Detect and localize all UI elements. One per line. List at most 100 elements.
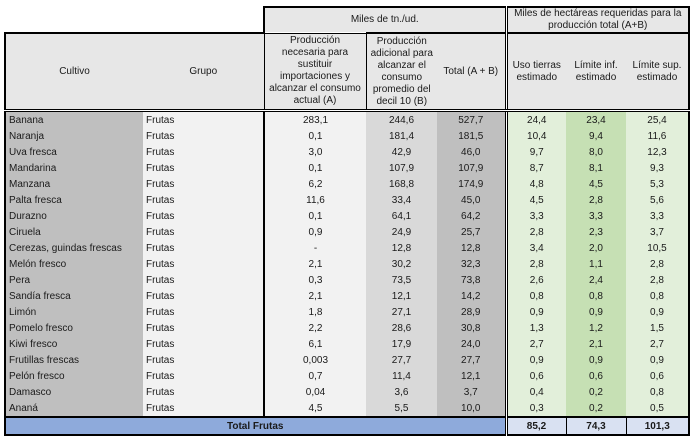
cell-cultivo: Frutillas frescas <box>4 352 143 368</box>
cell-a: 0,1 <box>263 208 366 224</box>
cell-sup: 2,8 <box>626 256 690 272</box>
cell-uso: 0,9 <box>504 304 566 320</box>
header-col-total: Total (A + B) <box>437 32 506 112</box>
header-blank <box>5 7 264 33</box>
total-inf: 74,3 <box>565 416 627 436</box>
cell-a: 0,9 <box>263 224 366 240</box>
table-row: Ciruela Frutas 0,9 24,9 25,7 2,8 2,3 3,7 <box>4 224 690 240</box>
cell-inf: 1,2 <box>566 320 626 336</box>
cell-sup: 2,7 <box>626 336 690 352</box>
cell-b: 168,8 <box>366 176 437 192</box>
cell-cultivo: Durazno <box>4 208 143 224</box>
cell-sup: 0,5 <box>626 400 690 417</box>
cell-inf: 1,1 <box>566 256 626 272</box>
cell-inf: 0,9 <box>566 304 626 320</box>
cell-sup: 0,9 <box>626 304 690 320</box>
cell-uso: 0,9 <box>504 352 566 368</box>
header-cultivo: Cultivo <box>4 32 143 112</box>
crop-requirements-table: Miles de tn./ud. Miles de hectáreas requ… <box>4 6 690 436</box>
cell-a: 3,0 <box>263 144 366 160</box>
cell-total: 527,7 <box>437 110 506 128</box>
cell-grupo: Frutas <box>143 336 264 352</box>
cell-cultivo: Melón fresco <box>4 256 143 272</box>
cell-inf: 0,2 <box>566 400 626 417</box>
table-row: Uva fresca Frutas 3,0 42,9 46,0 9,7 8,0 12,3 <box>4 144 690 160</box>
cell-grupo: Frutas <box>143 160 264 176</box>
cell-a: 0,1 <box>263 128 366 144</box>
cell-uso: 2,7 <box>504 336 566 352</box>
cell-a: 11,6 <box>263 192 366 208</box>
cell-cultivo: Sandía fresca <box>4 288 143 304</box>
cell-sup: 25,4 <box>626 110 690 128</box>
cell-inf: 2,1 <box>566 336 626 352</box>
cell-sup: 2,8 <box>626 272 690 288</box>
table-row: Frutillas frescas Frutas 0,003 27,7 27,7 0,9 0… <box>4 352 690 368</box>
cell-uso: 4,8 <box>504 176 566 192</box>
cell-total: 46,0 <box>437 144 506 160</box>
cell-a: 283,1 <box>263 110 366 128</box>
cell-sup: 9,3 <box>626 160 690 176</box>
header-col-uso: Uso tierras estimado <box>504 32 566 112</box>
cell-grupo: Frutas <box>143 288 264 304</box>
cell-inf: 8,0 <box>566 144 626 160</box>
cell-inf: 0,8 <box>566 288 626 304</box>
table-row: Durazno Frutas 0,1 64,1 64,2 3,3 3,3 3,3 <box>4 208 690 224</box>
cell-total: 73,8 <box>437 272 506 288</box>
cell-cultivo: Kiwi fresco <box>4 336 143 352</box>
cell-b: 12,1 <box>366 288 437 304</box>
cell-inf: 0,6 <box>566 368 626 384</box>
cell-grupo: Frutas <box>143 192 264 208</box>
cell-grupo: Frutas <box>143 176 264 192</box>
cell-cultivo: Limón <box>4 304 143 320</box>
total-row: Total Frutas 85,2 74,3 101,3 <box>4 416 690 436</box>
cell-uso: 4,5 <box>504 192 566 208</box>
cell-inf: 3,3 <box>566 208 626 224</box>
cell-uso: 2,8 <box>504 256 566 272</box>
cell-cultivo: Pelón fresco <box>4 368 143 384</box>
cell-grupo: Frutas <box>143 368 264 384</box>
cell-b: 181,4 <box>366 128 437 144</box>
cell-sup: 11,6 <box>626 128 690 144</box>
table-row: Melón fresco Frutas 2,1 30,2 32,3 2,8 1,1 2,8 <box>4 256 690 272</box>
cell-cultivo: Mandarina <box>4 160 143 176</box>
cell-b: 12,8 <box>366 240 437 256</box>
cell-b: 28,6 <box>366 320 437 336</box>
cell-grupo: Frutas <box>143 256 264 272</box>
cell-grupo: Frutas <box>143 128 264 144</box>
cell-cultivo: Cerezas, guindas frescas <box>4 240 143 256</box>
cell-cultivo: Banana <box>4 110 143 128</box>
cell-grupo: Frutas <box>143 240 264 256</box>
cell-cultivo: Ciruela <box>4 224 143 240</box>
cell-uso: 3,4 <box>504 240 566 256</box>
header-group-ha: Miles de hectáreas requeridas para la pr… <box>504 6 690 33</box>
cell-cultivo: Ananá <box>4 400 143 417</box>
cell-total: 30,8 <box>437 320 506 336</box>
table-row: Sandía fresca Frutas 2,1 12,1 14,2 0,8 0,8 0,8 <box>4 288 690 304</box>
cell-b: 24,9 <box>366 224 437 240</box>
cell-inf: 4,5 <box>566 176 626 192</box>
cell-a: 0,3 <box>263 272 366 288</box>
cell-uso: 2,8 <box>504 224 566 240</box>
table-row: Damasco Frutas 0,04 3,6 3,7 0,4 0,2 0,8 <box>4 384 690 400</box>
cell-uso: 2,6 <box>504 272 566 288</box>
cell-inf: 0,2 <box>566 384 626 400</box>
cell-inf: 2,0 <box>566 240 626 256</box>
cell-inf: 23,4 <box>566 110 626 128</box>
cell-sup: 10,5 <box>626 240 690 256</box>
total-label: Total Frutas <box>4 416 506 436</box>
table-row: Kiwi fresco Frutas 6,1 17,9 24,0 2,7 2,1 2,7 <box>4 336 690 352</box>
cell-cultivo: Damasco <box>4 384 143 400</box>
table-row: Limón Frutas 1,8 27,1 28,9 0,9 0,9 0,9 <box>4 304 690 320</box>
cell-grupo: Frutas <box>143 224 264 240</box>
table-row: Cerezas, guindas frescas Frutas -12,8 12,8 3… <box>4 240 690 256</box>
cell-b: 64,1 <box>366 208 437 224</box>
cell-uso: 0,4 <box>504 384 566 400</box>
cell-uso: 24,4 <box>504 110 566 128</box>
cell-b: 30,2 <box>366 256 437 272</box>
cell-total: 32,3 <box>437 256 506 272</box>
cell-total: 174,9 <box>437 176 506 192</box>
cell-cultivo: Manzana <box>4 176 143 192</box>
cell-inf: 0,9 <box>566 352 626 368</box>
header-col-inf: Límite inf. estimado <box>566 32 626 112</box>
header-group-row: Miles de tn./ud. Miles de hectáreas requ… <box>5 6 690 33</box>
